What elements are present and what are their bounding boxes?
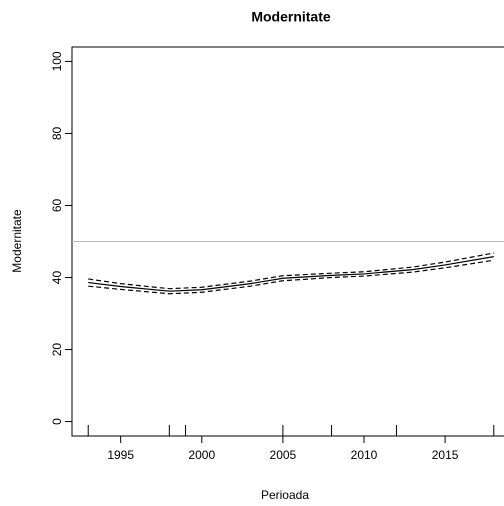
series-line	[88, 252, 494, 290]
chart-title: Modernitate	[251, 9, 331, 25]
y-tick-label: 60	[50, 198, 64, 212]
x-tick-label: 2005	[270, 448, 297, 462]
x-tick-label: 2015	[432, 448, 459, 462]
series-line	[88, 256, 494, 292]
x-axis-label: Perioada	[261, 488, 309, 502]
x-tick-label: 2010	[351, 448, 378, 462]
y-tick-label: 40	[50, 271, 64, 285]
y-tick-label: 20	[50, 343, 64, 357]
y-tick-label: 0	[50, 418, 64, 425]
y-axis-label: Modernitate	[10, 209, 24, 273]
y-tick-label: 80	[50, 126, 64, 140]
x-tick-label: 1995	[107, 448, 134, 462]
series-line	[88, 259, 494, 295]
y-tick-label: 100	[50, 51, 64, 71]
x-tick-label: 2000	[188, 448, 215, 462]
